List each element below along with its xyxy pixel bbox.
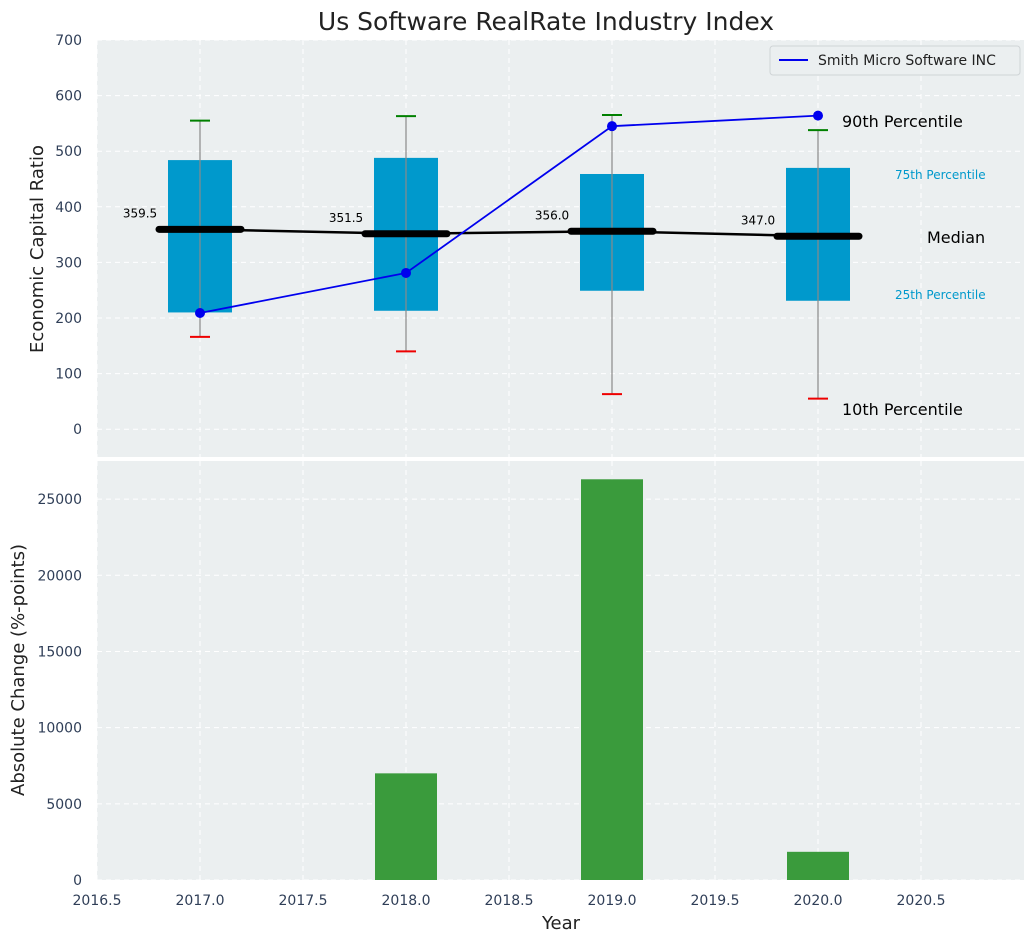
x-tick-label: 2019.5 — [691, 893, 740, 909]
x-tick-label: 2017.5 — [279, 893, 328, 909]
x-tick-label: 2017.0 — [176, 893, 225, 909]
top-boxes: 359.5 351.5 356.0 347.0 — [123, 110, 863, 400]
company-series-line — [199, 114, 819, 314]
annotation-10th-percentile: 10th Percentile — [842, 400, 963, 419]
bottom-y-axis-label: Absolute Change (%-points) — [8, 544, 29, 796]
x-tick-label: 2016.5 — [73, 893, 122, 909]
bottom-y-ticks: 0 5000 10000 15000 20000 25000 — [37, 492, 82, 889]
median-trend-line — [199, 228, 819, 238]
top-y-tick-label: 700 — [55, 33, 82, 49]
top-annotations: 90th Percentile 75th Percentile Median 2… — [842, 112, 986, 419]
top-y-ticks: 0 100 200 300 400 500 600 700 — [55, 33, 82, 438]
top-y-axis-label: Economic Capital Ratio — [27, 145, 48, 353]
legend-label: Smith Micro Software INC — [818, 53, 996, 69]
bottom-x-ticks: 2016.5 2017.0 2017.5 2018.0 2018.5 2019.0 2019… — [73, 893, 946, 909]
top-y-tick-label: 300 — [55, 255, 82, 271]
top-y-tick-label: 100 — [55, 367, 82, 383]
company-series-point — [195, 307, 205, 318]
bottom-y-tick-label: 25000 — [37, 492, 82, 508]
x-tick-label: 2019.0 — [588, 893, 637, 909]
x-tick-label: 2018.5 — [485, 893, 534, 909]
change-bar — [787, 851, 849, 880]
bottom-y-tick-label: 20000 — [37, 568, 82, 584]
top-y-tick-label: 400 — [55, 200, 82, 216]
chart-title: Us Software RealRate Industry Index — [318, 7, 774, 36]
box-median-label: 351.5 — [329, 211, 363, 225]
change-bar — [581, 479, 643, 880]
legend-box — [769, 45, 1021, 76]
x-tick-label: 2018.0 — [382, 893, 431, 909]
company-series-point — [607, 121, 617, 132]
annotation-75th-percentile: 75th Percentile — [895, 168, 986, 182]
bottom-y-tick-label: 0 — [73, 873, 82, 889]
annotation-90th-percentile: 90th Percentile — [842, 112, 963, 131]
company-series-point — [401, 267, 411, 278]
x-axis-label: Year — [541, 913, 581, 934]
box-median-label: 347.0 — [741, 213, 775, 227]
legend: Smith Micro Software INC — [769, 45, 1021, 76]
company-series-point — [813, 110, 823, 121]
bottom-bars — [375, 479, 849, 880]
bottom-y-tick-label: 15000 — [37, 644, 82, 660]
top-y-tick-label: 0 — [73, 422, 82, 438]
x-tick-label: 2020.0 — [794, 893, 843, 909]
bottom-plot-background — [97, 461, 1024, 880]
box-median-label: 359.5 — [123, 206, 157, 220]
top-y-tick-label: 600 — [55, 89, 82, 105]
annotation-median: Median — [927, 228, 985, 247]
box-median-label: 356.0 — [535, 208, 569, 222]
change-bar — [375, 773, 437, 880]
bottom-grid — [96, 461, 1024, 881]
bottom-y-tick-label: 5000 — [46, 797, 82, 813]
top-panel: 0 100 200 300 400 500 600 700 359.5 351.5 356.0 34… — [27, 33, 1024, 457]
bottom-y-tick-label: 10000 — [37, 721, 82, 737]
annotation-25th-percentile: 25th Percentile — [895, 288, 986, 302]
top-y-tick-label: 200 — [55, 311, 82, 327]
top-y-tick-label: 500 — [55, 144, 82, 160]
top-plot-background — [97, 40, 1024, 457]
x-tick-label: 2020.5 — [897, 893, 946, 909]
